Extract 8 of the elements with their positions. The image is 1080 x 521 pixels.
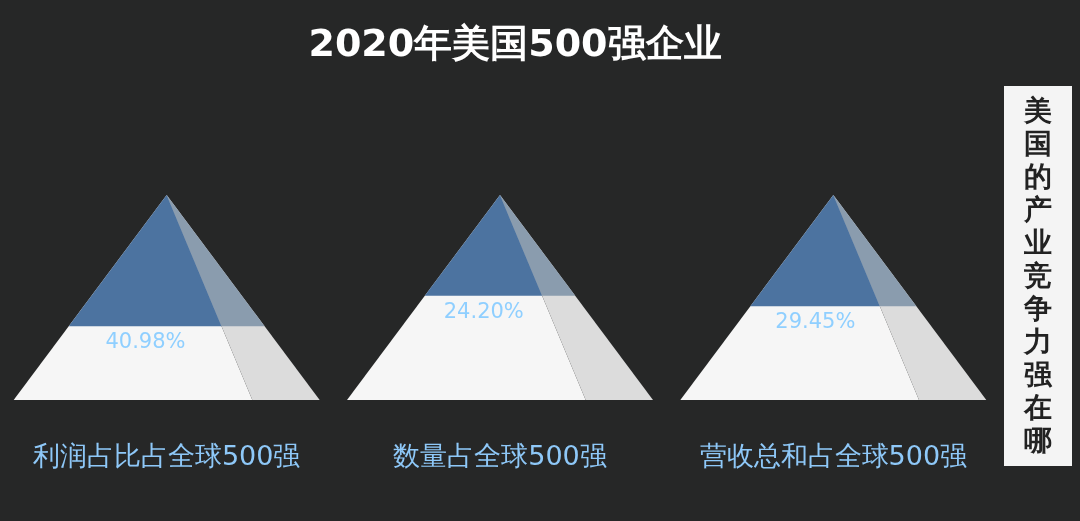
text: 2020年美国500强企业 <box>307 20 723 67</box>
category-label: 数量占全球500强 <box>393 440 607 472</box>
category-label: 营收总和占全球500强 <box>699 440 968 472</box>
category-label: 利润占比占全球500强 <box>32 440 301 472</box>
data-label: 29.45% <box>775 309 856 334</box>
text: 美国的产业竞争力强在哪 <box>1024 94 1052 457</box>
data-label: 40.98% <box>105 329 186 354</box>
data-label: 24.20% <box>443 298 524 323</box>
